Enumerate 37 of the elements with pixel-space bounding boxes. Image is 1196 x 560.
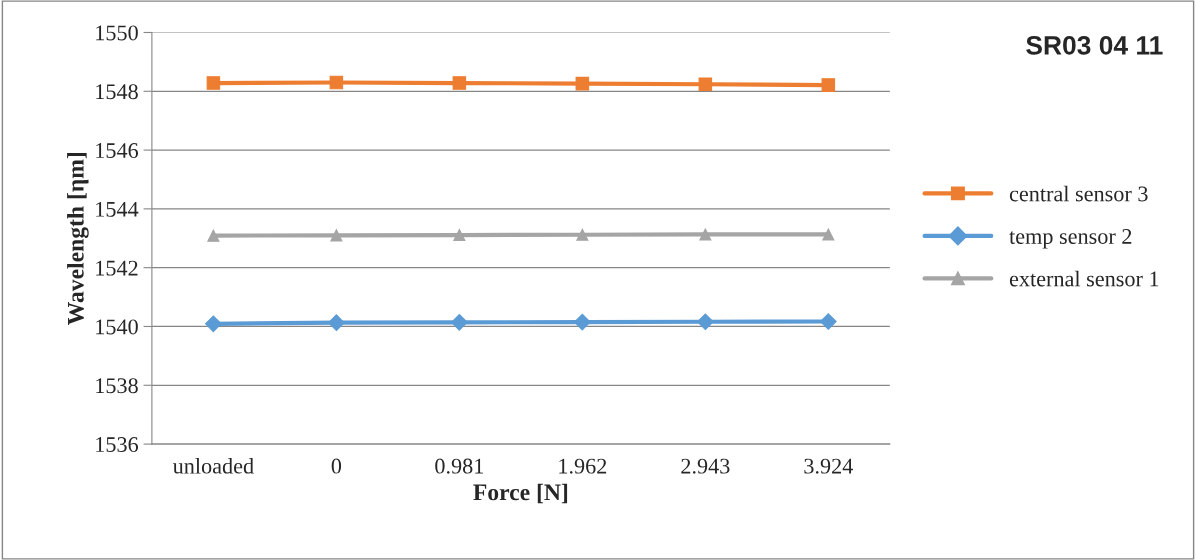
point: [819, 313, 837, 330]
x-tick-label: 2.943: [681, 458, 730, 474]
x-axis-title: Force [N]: [473, 483, 568, 504]
point: [328, 314, 345, 332]
y-tick-label: 1542: [96, 260, 138, 276]
point: [699, 228, 712, 241]
y-tick-label: 1548: [96, 84, 138, 100]
point: [821, 78, 836, 92]
y-tick-label: 1538: [96, 378, 138, 394]
y-tick-label: 1544: [96, 201, 139, 217]
point: [698, 77, 713, 91]
x-tick-label: 0: [331, 458, 342, 474]
point: [696, 313, 714, 331]
x-tick-label: 1.962: [559, 458, 607, 474]
point: [576, 228, 589, 241]
point: [330, 229, 343, 242]
point: [575, 76, 590, 91]
point: [205, 315, 222, 333]
x-tick-label: unloaded: [172, 457, 254, 474]
point: [822, 228, 835, 241]
point: [206, 76, 221, 90]
point: [329, 75, 344, 90]
y-tick-label: 1536: [96, 437, 139, 453]
point: [450, 313, 468, 331]
y-tick-label: 1550: [96, 25, 138, 41]
y-tick-label: 1540: [96, 319, 138, 335]
text: SR03 04 11: [1026, 36, 1163, 55]
legend-label: external sensor 1: [1009, 270, 1159, 287]
legend-label: central sensor 3: [1009, 185, 1148, 202]
legend-label: temp sensor 2: [1009, 228, 1132, 249]
point: [207, 229, 220, 242]
y-tick-label: 1546: [96, 143, 139, 159]
point: [453, 228, 466, 242]
point: [452, 76, 467, 90]
x-tick-label: 0.981: [435, 458, 484, 474]
x-tick-label: 3.924: [804, 458, 853, 474]
y-axis-title: Wavelength [ηm]: [67, 152, 89, 325]
